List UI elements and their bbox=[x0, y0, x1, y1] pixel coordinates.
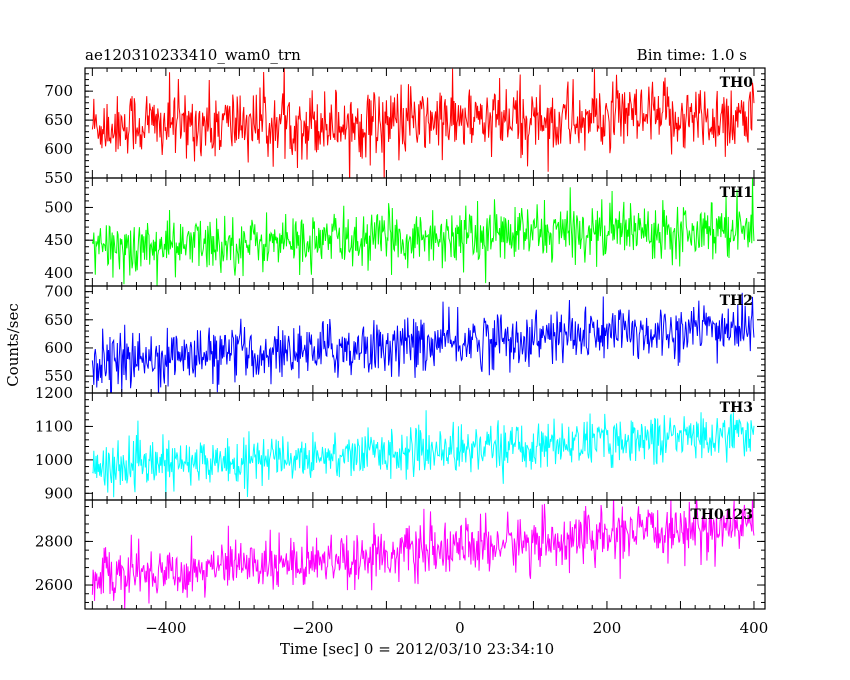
bin-time-label: Bin time: 1.0 s bbox=[637, 46, 747, 64]
panel-th0123: 2600 2800 TH0123 bbox=[35, 499, 766, 610]
panel-label-th0123: TH0123 bbox=[690, 507, 753, 523]
y-tick-label: 2600 bbox=[35, 576, 73, 594]
y-tick-label: 600 bbox=[44, 339, 73, 357]
series-th0 bbox=[91, 68, 755, 178]
panel-th1: 400 450 500 TH1 bbox=[44, 177, 766, 287]
y-tick-label: 650 bbox=[44, 311, 73, 329]
y-tick-label: 400 bbox=[44, 264, 73, 282]
panel-label-th2: TH2 bbox=[720, 293, 753, 309]
chart-title: ae120310233410_wam0_trn bbox=[85, 46, 301, 64]
x-tick-label: 0 bbox=[455, 619, 465, 637]
panel-th0: 550 600 650 700 TH0 bbox=[44, 67, 766, 187]
y-tick-label: 1200 bbox=[35, 384, 73, 402]
panel-label-th1: TH1 bbox=[720, 185, 753, 201]
panels-group: 550 600 650 700 TH0 400 450 500 TH1 550 600 650 700 T… bbox=[35, 67, 769, 637]
y-tick-label: 2800 bbox=[35, 532, 73, 550]
x-tick-label: 200 bbox=[593, 619, 622, 637]
y-tick-label: 1100 bbox=[35, 417, 73, 435]
panel-th2: 550 600 650 700 TH2 bbox=[44, 283, 766, 394]
panel-label-th0: TH0 bbox=[720, 75, 754, 91]
panel-frame bbox=[84, 499, 766, 610]
y-axis-label: Counts/sec bbox=[4, 303, 22, 387]
x-tick-label: −200 bbox=[292, 619, 333, 637]
series-th0123 bbox=[91, 500, 755, 609]
y-tick-label: 1000 bbox=[35, 451, 73, 469]
y-tick-label: 600 bbox=[44, 140, 73, 158]
series-th2 bbox=[91, 292, 755, 393]
y-tick-label: 550 bbox=[44, 367, 73, 385]
y-tick-label: 500 bbox=[44, 198, 73, 216]
x-axis-label: Time [sec] 0 = 2012/03/10 23:34:10 bbox=[280, 640, 554, 658]
y-tick-label: 700 bbox=[44, 283, 73, 301]
x-tick-label: −400 bbox=[145, 619, 186, 637]
series-th1 bbox=[91, 178, 755, 286]
y-tick-label: 700 bbox=[44, 82, 73, 100]
panel-label-th3: TH3 bbox=[720, 400, 753, 416]
series-th3 bbox=[92, 410, 755, 499]
panel-th3: 900 1000 1100 1200 TH3 bbox=[35, 384, 766, 502]
x-tick-label: 400 bbox=[740, 619, 769, 637]
y-tick-label: 550 bbox=[44, 169, 73, 187]
y-tick-label: 650 bbox=[44, 111, 73, 129]
y-tick-label: 450 bbox=[44, 231, 73, 249]
y-tick-label: 900 bbox=[44, 484, 73, 502]
